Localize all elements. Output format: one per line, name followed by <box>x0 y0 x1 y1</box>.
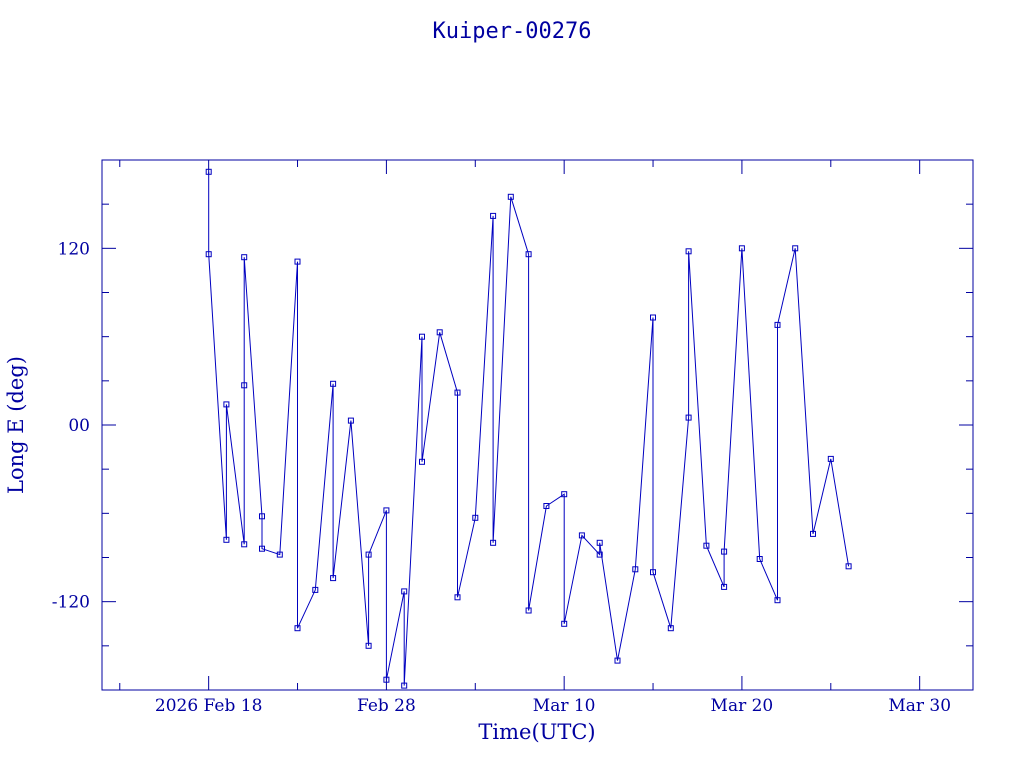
data-point <box>650 314 656 321</box>
data-point <box>721 583 728 590</box>
data-point <box>454 389 461 396</box>
data-point <box>738 245 745 252</box>
data-point <box>347 417 354 424</box>
data-point <box>756 556 763 562</box>
data-point <box>223 536 230 543</box>
data-point <box>205 251 212 258</box>
data-point <box>276 551 283 558</box>
data-point <box>810 530 816 537</box>
data-point <box>685 248 692 255</box>
data-point <box>703 542 710 549</box>
series-layer <box>205 168 852 689</box>
data-point <box>365 642 372 649</box>
data-point <box>436 329 443 336</box>
data-point <box>578 532 585 539</box>
data-point <box>507 193 514 200</box>
data-point <box>792 245 799 252</box>
data-point <box>614 657 621 664</box>
data-point <box>330 380 337 387</box>
data-point <box>667 625 674 632</box>
data-point <box>525 251 532 258</box>
data-point <box>205 168 212 175</box>
series-line <box>208 171 850 686</box>
data-point <box>259 513 265 520</box>
data-point <box>632 566 639 573</box>
data-point <box>294 625 301 632</box>
data-point <box>419 458 425 465</box>
data-point <box>223 401 230 408</box>
data-point <box>525 607 532 614</box>
x-tick-label: Mar 10 <box>533 696 596 716</box>
x-axis-label: Time(UTC) <box>478 720 595 744</box>
axis-ticks: 2026 Feb 18 Feb 28 Mar 10 Mar 20 Mar 30 120 00… <box>52 159 973 716</box>
data-point <box>774 321 781 328</box>
x-tick-label: Mar 30 <box>888 696 951 716</box>
data-point <box>383 507 390 514</box>
data-point <box>845 563 852 570</box>
y-tick-label: 120 <box>58 239 90 259</box>
x-tick-label: 2026 Feb 18 <box>155 696 263 716</box>
data-point <box>241 541 248 548</box>
data-point <box>401 682 408 689</box>
x-tick-label: Mar 20 <box>711 696 774 716</box>
data-point <box>596 539 603 546</box>
y-tick-label: 00 <box>68 416 90 436</box>
data-point <box>827 455 834 462</box>
data-point <box>241 254 248 261</box>
plot-frame <box>101 159 974 691</box>
data-point <box>543 503 550 509</box>
data-point <box>259 545 265 552</box>
data-point <box>490 539 497 546</box>
data-point <box>383 676 390 683</box>
data-point <box>721 548 728 555</box>
y-axis-label: Long E (deg) <box>4 356 28 494</box>
data-point <box>294 258 301 265</box>
y-tick-label: -120 <box>52 593 90 613</box>
data-point <box>330 575 337 582</box>
data-point <box>561 491 568 498</box>
data-point <box>454 594 461 601</box>
data-point <box>685 414 692 421</box>
data-point <box>650 569 656 576</box>
data-point <box>774 597 781 604</box>
data-point <box>472 514 479 521</box>
data-point <box>490 212 497 219</box>
data-point <box>241 382 248 389</box>
data-point <box>312 586 319 593</box>
data-point <box>596 551 603 558</box>
data-point <box>365 551 372 558</box>
data-point <box>561 620 568 627</box>
data-point <box>401 588 408 595</box>
data-point <box>419 333 425 340</box>
x-tick-label: Feb 28 <box>357 696 416 716</box>
chart-title: Kuiper-00276 <box>433 19 592 44</box>
